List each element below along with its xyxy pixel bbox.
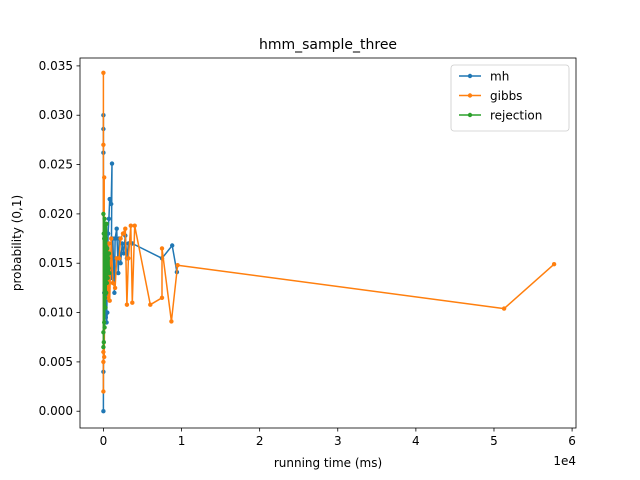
data-point-gibbs <box>101 359 106 365</box>
legend-marker-mh <box>467 73 473 79</box>
data-point-gibbs <box>101 70 106 76</box>
data-point-mh <box>121 251 126 256</box>
data-point-gibbs <box>132 223 137 228</box>
data-point-rejection <box>101 344 106 350</box>
data-point-rejection <box>101 330 106 335</box>
data-point-mh <box>109 161 115 166</box>
x-tick-label: 3 <box>334 434 342 448</box>
data-point-rejection <box>101 211 106 217</box>
data-point-gibbs <box>101 349 106 355</box>
y-axis-label: probability (0,1) <box>10 195 24 291</box>
axes-layer: 0 1 2 3 4 5 6 0.000 0.005 0.010 0.015 0.020 0.025 0.0… <box>39 59 576 448</box>
x-tick-label: 0 <box>100 434 108 448</box>
data-point-mh <box>112 236 118 241</box>
data-point-mh <box>107 196 112 202</box>
data-point-rejection <box>101 340 107 345</box>
data-point-rejection <box>106 251 112 256</box>
data-point-gibbs <box>124 302 130 307</box>
data-point-rejection <box>101 231 107 236</box>
y-tick-label: 0.010 <box>39 306 73 320</box>
x-tick-label: 2 <box>256 434 264 448</box>
data-point-gibbs <box>106 241 112 246</box>
data-point-gibbs <box>102 175 107 180</box>
data-point-gibbs <box>112 285 118 291</box>
data-point-gibbs <box>148 302 153 307</box>
data-point-mh <box>170 243 175 248</box>
data-point-rejection <box>102 216 107 221</box>
data-point-rejection <box>104 221 109 226</box>
data-point-gibbs <box>118 236 123 241</box>
data-point-gibbs <box>501 306 507 311</box>
data-point-gibbs <box>128 223 133 228</box>
x-tick-label: 4 <box>412 434 420 448</box>
data-point-rejection <box>107 270 112 276</box>
y-tick-label: 0.000 <box>39 404 73 418</box>
data-point-gibbs <box>169 319 174 324</box>
data-point-gibbs <box>116 256 122 261</box>
data-point-gibbs <box>175 263 180 268</box>
data-point-rejection <box>104 290 109 295</box>
data-point-gibbs <box>109 236 114 241</box>
data-point-rejection <box>104 280 110 286</box>
data-point-mh <box>120 241 125 246</box>
data-point-gibbs <box>101 389 106 394</box>
plot-frame <box>79 57 577 429</box>
data-point-gibbs <box>551 262 557 267</box>
data-point-gibbs <box>130 300 135 305</box>
data-point-gibbs <box>101 142 106 147</box>
legend-label-rejection: rejection <box>490 109 542 123</box>
x-tick-label: 1 <box>178 434 186 448</box>
data-point-gibbs <box>126 256 131 261</box>
data-point-mh <box>101 409 106 414</box>
y-tick-label: 0.020 <box>39 207 73 221</box>
series-layer <box>101 70 557 414</box>
data-point-mh <box>114 226 119 231</box>
y-tick-label: 0.035 <box>39 59 73 73</box>
data-point-gibbs <box>110 280 116 286</box>
y-tick-label: 0.025 <box>39 158 73 172</box>
data-point-rejection <box>105 275 110 281</box>
data-point-gibbs <box>102 354 107 360</box>
chart-title: hmm_sample_three <box>259 37 397 53</box>
y-tick-label: 0.015 <box>39 256 73 270</box>
data-point-rejection <box>105 246 110 251</box>
data-point-rejection <box>105 256 111 261</box>
y-tick-label: 0.030 <box>39 108 73 122</box>
series-rejection <box>101 211 112 350</box>
data-point-rejection <box>102 320 107 325</box>
x-axis-label: running time (ms) <box>274 456 382 470</box>
data-point-gibbs <box>159 246 165 251</box>
x-axis-offset-text: 1e4 <box>553 454 576 468</box>
data-point-gibbs <box>120 231 126 236</box>
data-point-mh <box>118 261 123 266</box>
legend-label-gibbs: gibbs <box>490 89 522 103</box>
legend-marker-rejection <box>467 112 473 118</box>
data-point-rejection <box>102 325 107 330</box>
data-point-rejection <box>103 305 108 310</box>
data-point-gibbs <box>123 226 128 231</box>
x-tick-label: 5 <box>490 434 498 448</box>
y-tick-label: 0.005 <box>39 355 73 369</box>
data-point-rejection <box>106 266 111 271</box>
data-point-rejection <box>102 295 108 300</box>
data-point-mh <box>112 290 117 295</box>
data-point-rejection <box>103 236 109 241</box>
data-point-mh <box>116 270 121 276</box>
data-point-rejection <box>102 251 108 256</box>
legend-marker-gibbs <box>467 93 473 98</box>
data-point-gibbs <box>107 298 112 303</box>
data-point-mh <box>106 216 112 221</box>
legend: mh gibbs rejection <box>450 64 570 132</box>
legend-label-mh: mh <box>490 70 509 84</box>
data-point-gibbs <box>159 295 165 300</box>
data-point-mh <box>105 310 110 315</box>
data-point-mh <box>109 201 114 207</box>
x-tick-label: 6 <box>568 434 576 448</box>
